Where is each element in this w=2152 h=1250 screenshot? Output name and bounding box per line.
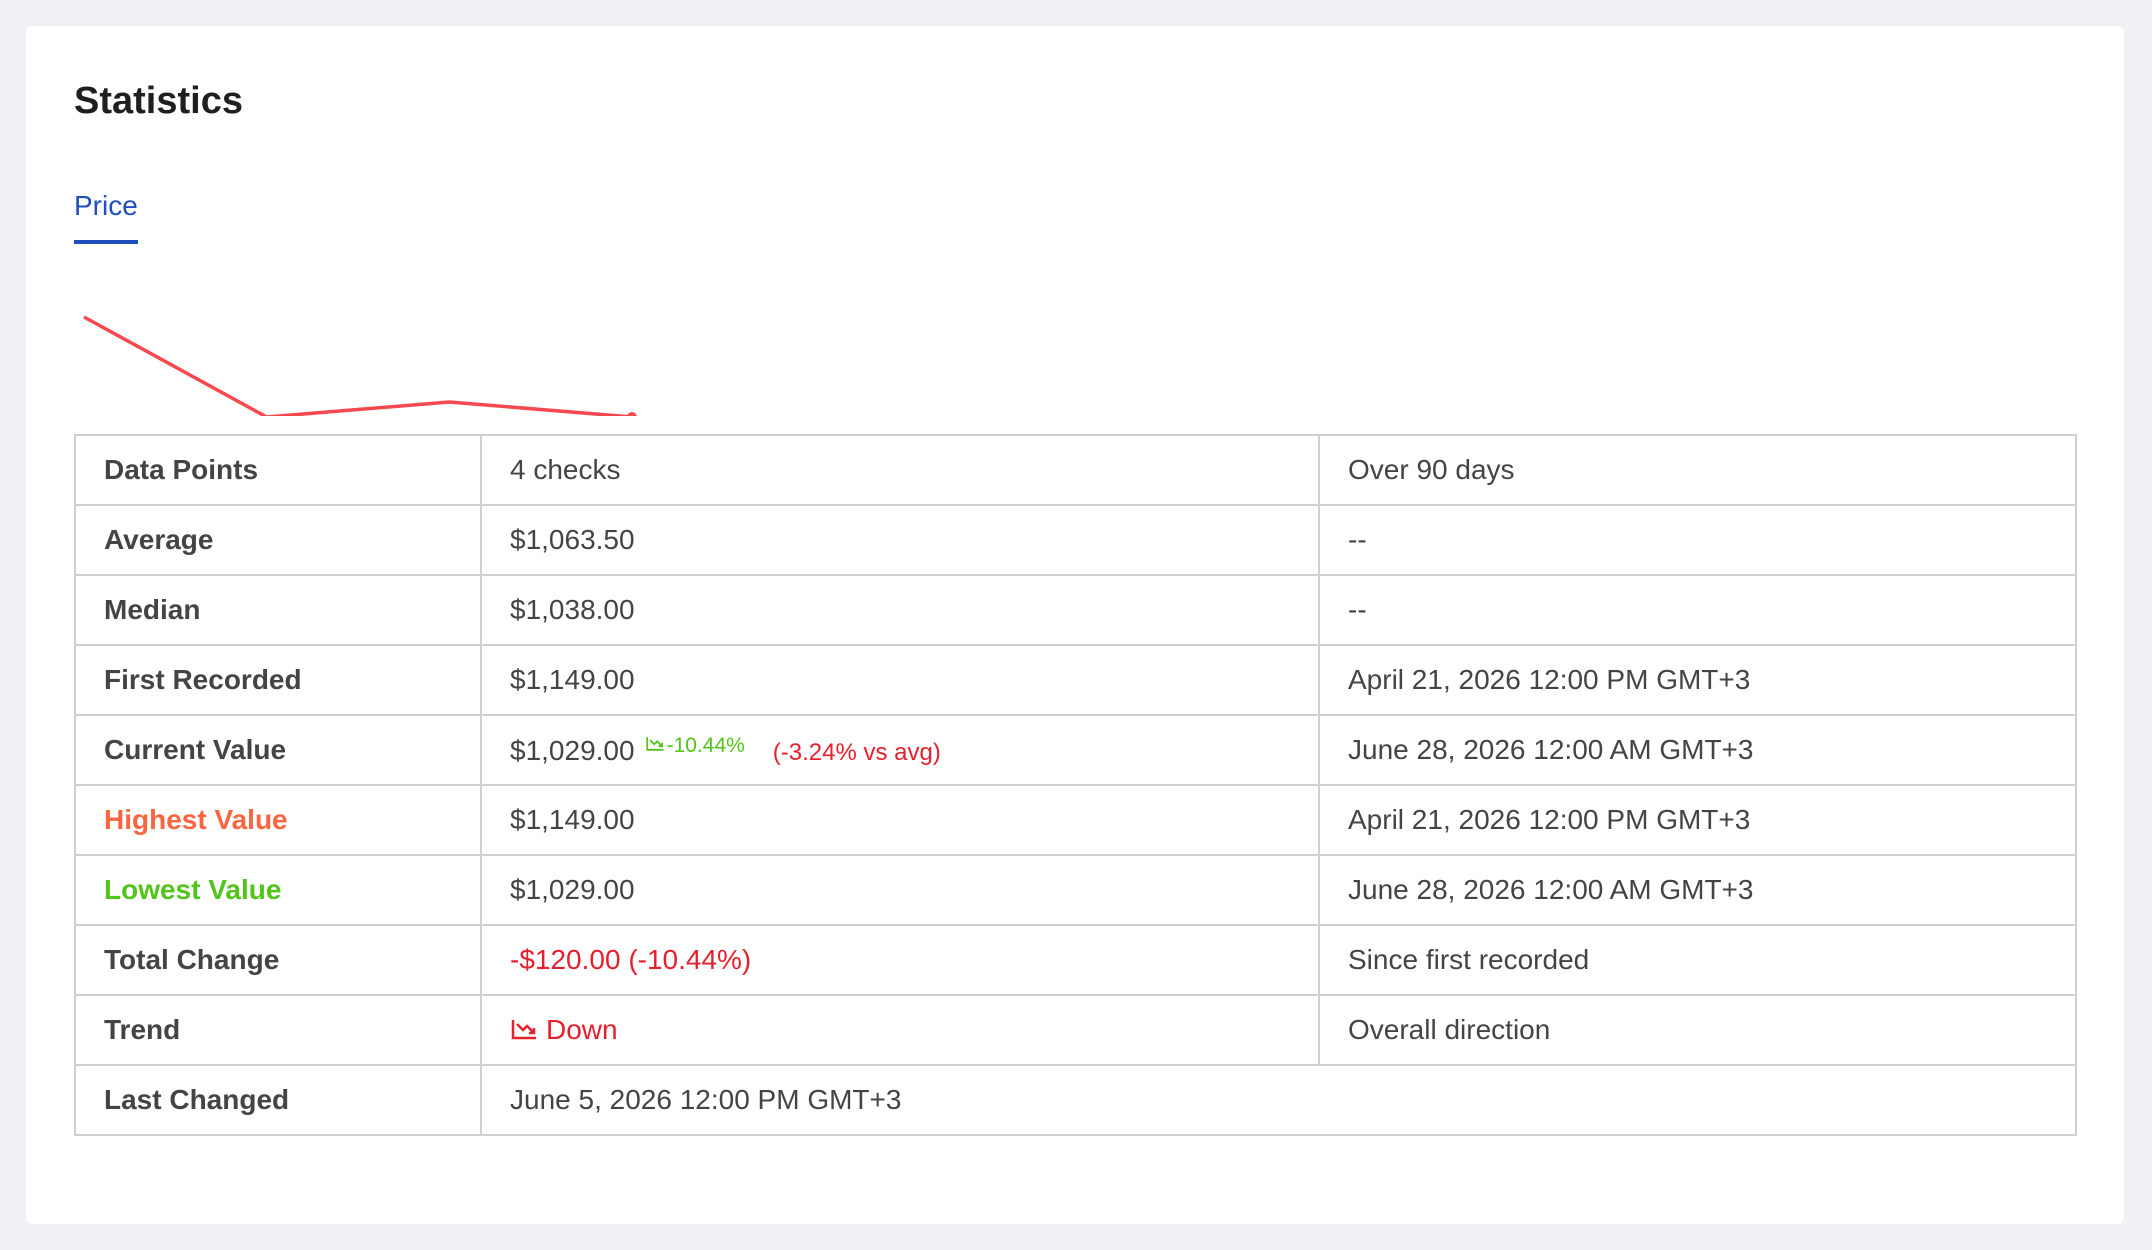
row-note: -- — [1318, 504, 2077, 576]
row-label: Total Change — [74, 924, 482, 996]
row-value: $1,149.00 — [510, 804, 635, 835]
row-value: 4 checks — [510, 454, 621, 485]
change-percent: -10.44% — [666, 733, 745, 757]
row-label: First Recorded — [74, 644, 482, 716]
table-row: Data Points 4 checks Over 90 days — [74, 434, 2077, 506]
row-value: June 5, 2026 12:00 PM GMT+3 — [510, 1084, 902, 1115]
row-label: Average — [74, 504, 482, 576]
row-value-cell: $1,063.50 — [480, 504, 1320, 576]
row-label: Trend — [74, 994, 482, 1066]
row-note: June 28, 2026 12:00 AM GMT+3 — [1318, 714, 2077, 786]
row-value-cell: $1,149.00 — [480, 644, 1320, 716]
row-value-cell: $1,038.00 — [480, 574, 1320, 646]
row-value: $1,029.00 — [510, 734, 635, 766]
row-value: $1,149.00 — [510, 664, 635, 695]
statistics-table: Data Points 4 checks Over 90 days Average $1… — [74, 434, 2077, 1136]
table-row: Lowest Value $1,029.00 June 28, 2026 12:00… — [74, 854, 2077, 926]
row-value: $1,029.00 — [510, 874, 635, 905]
row-note: -- — [1318, 574, 2077, 646]
row-value: $1,038.00 — [510, 594, 635, 625]
icon-axis — [645, 736, 664, 751]
vs-average: (-3.24% vs avg) — [772, 738, 941, 766]
row-value: $1,063.50 — [510, 524, 635, 555]
price-tab[interactable]: Price — [74, 190, 138, 244]
row-value-cell: $1,029.00 -10.44% (-3.24% vs avg) — [480, 714, 1320, 786]
row-note: Since first recorded — [1318, 924, 2077, 996]
table-row: Highest Value $1,149.00 April 21, 2026 12:… — [74, 784, 2077, 856]
row-note: Over 90 days — [1318, 434, 2077, 506]
statistics-card: Statistics Price Data Points 4 checks Over… — [26, 26, 2124, 1224]
row-value-cell: June 5, 2026 12:00 PM GMT+3 — [480, 1064, 2077, 1136]
card-title: Statistics — [74, 80, 243, 122]
icon-axis — [511, 1020, 536, 1040]
table-row: Median $1,038.00 -- — [74, 574, 2077, 646]
row-value-cell: $1,029.00 — [480, 854, 1320, 926]
row-value-cell: Down — [480, 994, 1320, 1066]
row-label: Last Changed — [74, 1064, 482, 1136]
change-icon — [645, 736, 664, 751]
row-label: Current Value — [74, 714, 482, 786]
sparkline-line — [83, 315, 633, 416]
row-label: Median — [74, 574, 482, 646]
table-row: Trend Down Overall direction — [74, 994, 2077, 1066]
row-note: Overall direction — [1318, 994, 2077, 1066]
row-label: Highest Value — [74, 784, 482, 856]
table-row: Average $1,063.50 -- — [74, 504, 2077, 576]
sparkline-end-dot — [627, 412, 637, 416]
icon-trend — [516, 1023, 536, 1035]
row-value-cell: 4 checks — [480, 434, 1320, 506]
row-note: April 21, 2026 12:00 PM GMT+3 — [1318, 784, 2077, 856]
row-note: June 28, 2026 12:00 AM GMT+3 — [1318, 854, 2077, 926]
row-value: -$120.00 (-10.44%) — [510, 944, 752, 975]
table-row: Last Changed June 5, 2026 12:00 PM GMT+3 — [74, 1064, 2077, 1136]
icon-trend — [648, 738, 663, 747]
row-note: April 21, 2026 12:00 PM GMT+3 — [1318, 644, 2077, 716]
change-badge: -10.44% — [645, 734, 745, 757]
row-value: Down — [546, 1014, 618, 1045]
table-row: Current Value $1,029.00 -10.44% (-3.24% vs … — [74, 714, 2077, 786]
sparkline — [83, 315, 637, 416]
row-value-cell: -$120.00 (-10.44%) — [480, 924, 1320, 996]
trend-icon — [511, 1020, 536, 1040]
table-row: First Recorded $1,149.00 April 21, 2026 12… — [74, 644, 2077, 716]
table-row: Total Change -$120.00 (-10.44%) Since firs… — [74, 924, 2077, 996]
row-label: Lowest Value — [74, 854, 482, 926]
row-label: Data Points — [74, 434, 482, 506]
row-value-cell: $1,149.00 — [480, 784, 1320, 856]
